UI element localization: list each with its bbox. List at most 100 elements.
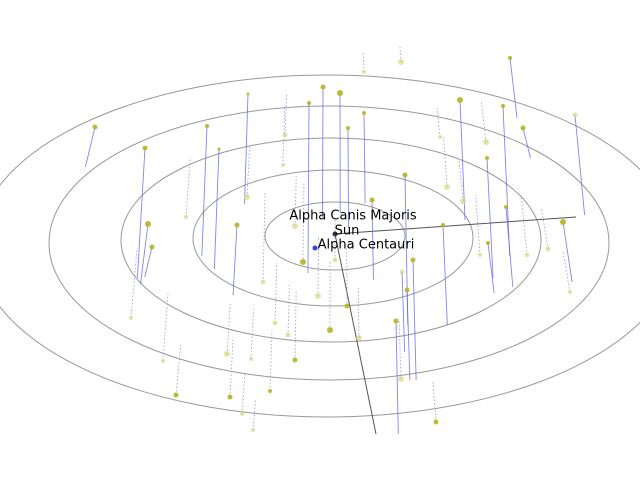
star-stem bbox=[185, 156, 191, 218]
star-stem bbox=[509, 57, 518, 119]
star bbox=[444, 184, 450, 190]
star-stem bbox=[505, 206, 514, 288]
plot-area bbox=[0, 46, 640, 434]
star bbox=[281, 163, 285, 167]
star-stem bbox=[522, 127, 531, 159]
star-stem bbox=[475, 194, 481, 256]
star bbox=[393, 318, 399, 324]
star bbox=[268, 389, 272, 393]
star bbox=[362, 70, 366, 74]
star bbox=[524, 252, 530, 258]
star bbox=[568, 290, 572, 294]
star-label: Alpha Canis Majoris bbox=[289, 209, 417, 224]
star bbox=[142, 145, 148, 151]
star-stem bbox=[443, 136, 448, 188]
star bbox=[457, 97, 463, 103]
star-stem bbox=[406, 289, 411, 381]
star-stem bbox=[502, 105, 511, 257]
star-stem bbox=[302, 181, 305, 263]
star bbox=[398, 59, 404, 65]
stars bbox=[84, 46, 586, 434]
distance-ring bbox=[264, 201, 406, 271]
star-stem bbox=[486, 157, 494, 279]
star bbox=[92, 124, 98, 130]
star bbox=[441, 223, 445, 227]
star-stem bbox=[162, 290, 169, 362]
star-stem bbox=[317, 235, 319, 297]
star bbox=[292, 357, 298, 363]
star bbox=[404, 287, 410, 293]
star bbox=[315, 293, 321, 299]
star bbox=[282, 132, 288, 138]
star bbox=[344, 303, 350, 309]
star bbox=[260, 279, 266, 285]
star-stem bbox=[287, 284, 290, 336]
star bbox=[399, 269, 405, 275]
star bbox=[478, 253, 482, 257]
star bbox=[410, 257, 416, 263]
star-stem bbox=[401, 271, 406, 353]
star bbox=[184, 215, 188, 219]
star bbox=[246, 92, 250, 96]
star-stem bbox=[412, 259, 417, 381]
star-stem bbox=[226, 303, 231, 355]
star bbox=[460, 198, 466, 204]
axis-line bbox=[334, 216, 577, 235]
star-stem bbox=[363, 112, 366, 204]
star-stem bbox=[562, 251, 571, 293]
star-stem bbox=[357, 287, 360, 339]
star bbox=[438, 135, 442, 139]
star bbox=[433, 419, 439, 425]
star-stem bbox=[241, 373, 246, 415]
star bbox=[272, 320, 278, 326]
star bbox=[545, 246, 551, 252]
star bbox=[251, 428, 255, 432]
star-stem bbox=[487, 242, 495, 294]
star bbox=[292, 223, 298, 229]
star-stem bbox=[140, 223, 149, 285]
star-stem bbox=[294, 289, 297, 361]
star bbox=[486, 241, 490, 245]
star bbox=[145, 221, 151, 227]
star-stem bbox=[562, 221, 573, 283]
star-stem bbox=[246, 146, 251, 198]
star-stem bbox=[269, 330, 273, 392]
star bbox=[149, 244, 155, 250]
star-stem bbox=[130, 247, 138, 319]
star bbox=[234, 222, 240, 228]
star bbox=[217, 147, 221, 151]
star bbox=[161, 359, 165, 363]
star bbox=[402, 172, 408, 178]
star-stem bbox=[282, 104, 286, 166]
star bbox=[205, 124, 209, 128]
star-stem bbox=[294, 175, 297, 227]
star bbox=[244, 194, 250, 200]
star-stem bbox=[481, 101, 487, 143]
star-stem bbox=[520, 194, 528, 256]
star-label: Sun bbox=[335, 224, 360, 239]
star-stem bbox=[262, 191, 266, 283]
star-stem bbox=[371, 199, 374, 281]
star bbox=[320, 84, 326, 90]
star-stem bbox=[436, 106, 441, 138]
star bbox=[560, 219, 566, 225]
distance-ring bbox=[48, 105, 610, 381]
star-stem bbox=[229, 336, 234, 398]
star bbox=[504, 205, 508, 209]
star bbox=[501, 104, 505, 108]
star bbox=[332, 257, 338, 263]
star-stem bbox=[250, 308, 254, 360]
star-stem bbox=[541, 208, 549, 250]
star bbox=[300, 259, 306, 265]
star-stem bbox=[175, 344, 182, 396]
star-stem bbox=[144, 246, 153, 278]
star-stem bbox=[213, 148, 220, 270]
distance-ring bbox=[192, 169, 474, 307]
star-stem bbox=[244, 93, 249, 205]
star bbox=[520, 125, 526, 131]
axis-line bbox=[334, 233, 377, 434]
star bbox=[129, 316, 133, 320]
star-label: Alpha Centauri bbox=[318, 238, 415, 253]
star bbox=[173, 392, 179, 398]
